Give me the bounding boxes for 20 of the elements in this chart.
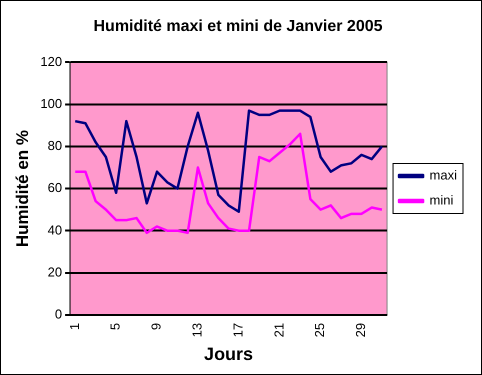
y-tick-label: 80 xyxy=(48,138,62,154)
y-tick-label: 60 xyxy=(48,180,62,196)
y-tick-label: 100 xyxy=(40,96,62,111)
legend-label: mini xyxy=(430,192,454,208)
y-tick-label: 120 xyxy=(40,54,62,69)
x-tick-label: 21 xyxy=(271,322,286,338)
x-axis-title: Jours xyxy=(204,344,254,364)
x-tick-label: 17 xyxy=(230,322,246,338)
x-tick-label: 1 xyxy=(66,322,82,330)
chart-title: Humidité maxi et mini de Janvier 2005 xyxy=(93,18,383,36)
legend-label: maxi xyxy=(430,168,458,183)
y-tick-label: 20 xyxy=(48,264,62,280)
x-tick-label: 9 xyxy=(148,322,164,330)
y-tick-label: 40 xyxy=(48,222,62,238)
y-axis-title: Humidité en % xyxy=(12,130,32,248)
y-tick-label: 0 xyxy=(54,306,62,322)
x-tick-label: 5 xyxy=(108,322,123,330)
x-tick-label: 29 xyxy=(353,322,368,338)
x-tick-label: 13 xyxy=(189,322,204,338)
x-tick-label: 25 xyxy=(312,322,328,338)
